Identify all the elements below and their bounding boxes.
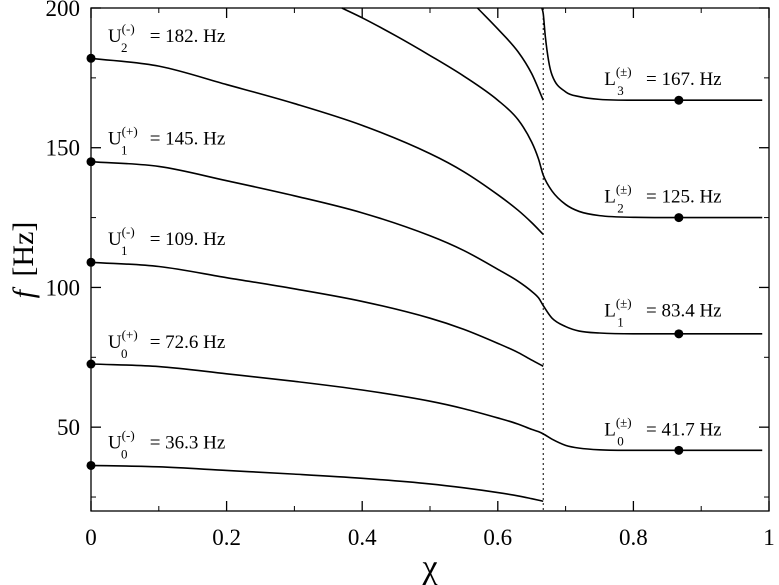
mode-value: = 83.4 Hz	[641, 301, 721, 322]
x-tick-label: 0.6	[483, 525, 512, 550]
series-line	[341, 7, 763, 219]
mode-superscript: (-)	[122, 428, 135, 443]
mode-value: = 145. Hz	[145, 129, 225, 150]
mode-annotation: U(+) 1 = 145. Hz	[108, 124, 225, 158]
x-tick-label: 0.4	[348, 525, 377, 550]
data-marker	[674, 329, 684, 339]
mode-subscript: 1	[617, 315, 624, 330]
mode-value: = 167. Hz	[641, 69, 721, 90]
y-tick-label: 200	[46, 0, 81, 21]
mode-annotation: U(-) 0 = 36.3 Hz	[108, 428, 225, 462]
mode-letter: U	[108, 433, 122, 454]
mode-subscript: 2	[121, 40, 128, 55]
mode-annotation: L(±) 0 = 41.7 Hz	[604, 414, 721, 448]
mode-letter: U	[108, 229, 122, 250]
mode-annotation: L(±) 3 = 167. Hz	[604, 64, 721, 98]
y-tick-label: 100	[46, 275, 81, 300]
mode-subscript: 0	[121, 346, 128, 361]
series-line	[90, 261, 544, 367]
mode-subscript: 3	[617, 83, 624, 98]
mode-subscript: 1	[121, 143, 128, 158]
mode-value: = 109. Hz	[145, 229, 225, 250]
mode-value: = 41.7 Hz	[641, 419, 721, 440]
series-line	[541, 7, 763, 102]
data-markers	[86, 53, 684, 470]
mode-superscript: (±)	[616, 296, 632, 311]
mode-subscript: 1	[121, 243, 128, 258]
mode-letter: U	[108, 332, 122, 353]
mode-superscript: (±)	[616, 181, 632, 196]
mode-value: = 125. Hz	[641, 186, 721, 207]
mode-subscript: 0	[121, 447, 128, 462]
mode-subscript: 0	[617, 433, 624, 448]
mode-subscript: 2	[617, 200, 624, 215]
y-axis-label-unit: [Hz]	[7, 222, 40, 277]
mode-value: = 72.6 Hz	[145, 332, 225, 353]
y-axis-label-italic: f	[7, 286, 40, 298]
mode-letter: L	[604, 301, 616, 322]
x-tick-label: 0	[85, 525, 97, 550]
x-tick-label: 0.2	[212, 525, 241, 550]
mode-letter: U	[108, 26, 122, 47]
mode-superscript: (±)	[616, 414, 632, 429]
data-marker	[674, 445, 684, 455]
mode-value: = 36.3 Hz	[145, 433, 225, 454]
mode-annotation: U(-) 2 = 182. Hz	[108, 21, 225, 55]
y-tick-label: 150	[46, 136, 81, 161]
mode-superscript: (±)	[616, 64, 632, 79]
series-lines	[90, 7, 763, 503]
series-line	[90, 57, 544, 235]
mode-superscript: (-)	[122, 21, 135, 36]
y-axis-label: f [Hz]	[7, 222, 40, 299]
mode-value: = 182. Hz	[145, 26, 225, 47]
x-ticks: 0 0.2 0.4 0.6 0.8 1	[85, 8, 775, 550]
svg-text:f [Hz]: f [Hz]	[7, 222, 40, 299]
x-tick-label: 1	[763, 525, 775, 550]
series-line	[90, 464, 544, 503]
series-line	[90, 363, 763, 452]
x-tick-label: 0.8	[619, 525, 648, 550]
mode-superscript: (+)	[122, 124, 138, 139]
mode-letter: U	[108, 129, 122, 150]
mode-letter: L	[604, 69, 616, 90]
y-tick-label: 50	[57, 415, 80, 440]
mode-superscript: (-)	[122, 224, 135, 239]
data-marker	[674, 213, 684, 223]
series-line	[476, 7, 544, 101]
mode-annotation: L(±) 1 = 83.4 Hz	[604, 296, 721, 330]
mode-annotation: U(-) 1 = 109. Hz	[108, 224, 225, 258]
x-axis-label: χ	[421, 549, 437, 585]
data-marker	[674, 95, 684, 105]
plot-frame	[90, 7, 770, 512]
series-line	[90, 160, 763, 335]
annotations: U(-) 0 = 36.3 HzU(+) 0 = 72.6 HzU(-) 1 = 10…	[108, 21, 722, 462]
mode-annotation: U(+) 0 = 72.6 Hz	[108, 327, 225, 361]
mode-superscript: (+)	[122, 327, 138, 342]
mode-letter: L	[604, 419, 616, 440]
mode-letter: L	[604, 186, 616, 207]
mode-annotation: L(±) 2 = 125. Hz	[604, 181, 721, 215]
